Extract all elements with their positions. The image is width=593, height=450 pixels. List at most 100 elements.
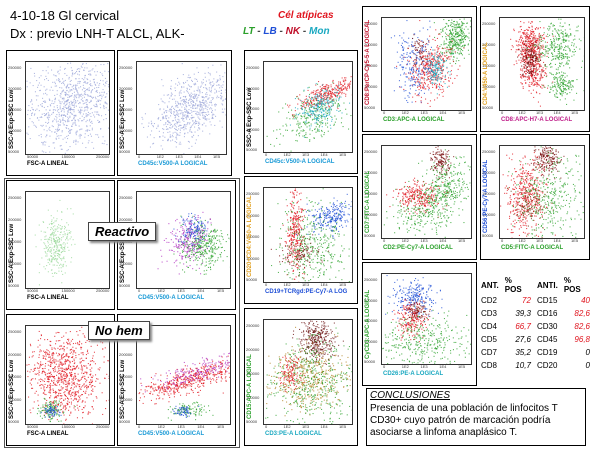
results-cell: 35,2 — [515, 348, 531, 357]
scatter-p8 — [269, 188, 352, 282]
scatter-p10 — [500, 146, 584, 238]
plot-panel-p4: 250000 200000 150000 100000 50000 0 1E2 1E3 1E4 1… — [362, 6, 477, 132]
plot-panel-p6: 250000 200000 150000 100000 50000 50000 150000… — [6, 180, 115, 310]
x-tick: 1E5 — [217, 424, 225, 429]
x-axis-label: CD45:V500-A LOGICAL — [138, 431, 205, 437]
x-tick: 1E3 — [177, 424, 185, 429]
y-tick: 200000 — [8, 351, 22, 357]
legend-title: Cél atípicas — [278, 10, 334, 21]
y-tick: 100000 — [246, 395, 260, 400]
x-tick: 0 — [265, 152, 268, 157]
plot-panel-p13: 2500002000001500001000005000001E21E31E41… — [117, 314, 236, 446]
scatter-p11 — [382, 275, 471, 364]
results-cell: CD20 — [536, 361, 558, 370]
y-tick: 150000 — [246, 371, 260, 376]
x-axis-label: CD45c:V500-A LOGICAL — [265, 159, 335, 165]
y-tick: 50000 — [482, 233, 494, 238]
plot-panel-p2: 250000 200000 150000 100000 50000 0 1E2 1E3 1E4 1… — [117, 50, 232, 176]
y-tick: 50000 — [8, 419, 20, 424]
x-tick: 0 — [383, 110, 386, 115]
x-tick: 0 — [501, 238, 504, 243]
y-tick: 250000 — [482, 149, 496, 154]
results-cell: CD3 — [481, 309, 498, 318]
y-tick: 100000 — [8, 261, 22, 266]
x-axis-label: FSC-A LINEAL — [27, 295, 69, 301]
y-tick: 150000 — [8, 239, 22, 244]
y-tick: 150000 — [119, 107, 133, 112]
y-tick: 250000 — [482, 21, 496, 26]
y-tick: 50000 — [364, 233, 376, 238]
scatter-p1 — [26, 62, 109, 154]
x-axis-label: FSC-A LINEAL — [27, 431, 69, 437]
results-cell: CD7 — [481, 348, 498, 357]
plot-area-p11 — [381, 273, 472, 365]
x-tick: 1E3 — [302, 152, 310, 157]
x-tick: 1E5 — [339, 282, 347, 287]
y-tick: 200000 — [482, 42, 496, 47]
results-table-frame — [478, 275, 586, 367]
x-tick: 1E3 — [177, 288, 185, 293]
legend-row: LT - LB - NK - Mon — [243, 26, 330, 37]
conclusions-line1: Presencia de una población de linfocitos… — [370, 403, 558, 414]
y-tick: 150000 — [482, 191, 496, 196]
x-tick: 150000 — [61, 154, 75, 159]
y-axis-label: CD4:V450-A LOGICAL — [483, 42, 489, 105]
y-tick: 250000 — [364, 277, 378, 282]
y-axis-label: CD15:APC-A LOGICAL — [247, 354, 253, 419]
x-tick: 1E3 — [420, 238, 428, 243]
y-tick: 250000 — [364, 149, 378, 154]
results-cell: CD19 — [536, 348, 558, 357]
y-axis-label: CD56:PE-Cy7-A LOGICAL — [483, 159, 489, 233]
plot-panel-p5: 250000 200000 150000 100000 50000 0 1E2 1E3 1E4 1… — [480, 6, 590, 132]
y-axis-label: SSC-A Exp-SSC Low — [9, 223, 15, 283]
x-axis-label: CD3:APC-A LOGICAL — [383, 117, 445, 123]
y-tick: 200000 — [246, 347, 260, 352]
x-tick: 1E5 — [213, 154, 221, 159]
y-tick: 150000 — [364, 318, 378, 323]
y-tick: 150000 — [364, 63, 378, 68]
results-table: ANT. % POS ANTI. % POS CD2 72 CD15 40 CD3 39,3 CD1… — [478, 276, 593, 372]
plot-panel-p11: 250000 200000 150000 100000 50000 0 1E2 1E3 1E4 1… — [362, 262, 477, 386]
x-axis-label: FSC-A LINEAL — [27, 161, 69, 167]
header-line1: 4-10-18 Gl cervical — [10, 8, 120, 23]
x-tick: 1E2 — [401, 238, 409, 243]
results-cell: 40 — [581, 296, 590, 305]
legend-dash-1: - — [257, 26, 261, 37]
x-tick: 1E5 — [571, 238, 579, 243]
y-tick: 150000 — [8, 374, 22, 379]
x-tick: 1E4 — [194, 154, 202, 159]
y-axis-label: SSC-A Exp-SSC Low — [9, 359, 15, 419]
y-axis-label: SSC-A Exp-SSC Low — [9, 89, 15, 149]
x-axis-label: CD8:APC-H7-A LOGICAL — [501, 117, 573, 123]
reactivo-tag: Reactivo — [88, 222, 157, 241]
y-axis-label: SSC-A Exp-SSC Low — [120, 89, 126, 149]
y-tick: 50000 — [8, 149, 20, 154]
results-cell: CD16 — [536, 309, 558, 318]
y-tick: 200000 — [119, 217, 133, 222]
results-cell: CD30 — [536, 322, 558, 331]
y-tick: 250000 — [119, 195, 133, 200]
scatter-p13 — [138, 352, 230, 421]
y-tick: 250000 — [364, 21, 378, 26]
y-tick: 50000 — [364, 105, 376, 110]
results-cell: 72 — [522, 296, 531, 305]
plot-panel-p7: 250000 200000 150000 100000 50000 0 1E2 1E3 1E4 1… — [117, 180, 236, 310]
x-tick: 1E3 — [175, 154, 183, 159]
y-tick: 250000 — [119, 65, 133, 70]
x-tick: 1E2 — [518, 110, 526, 115]
plot-panel-p1: 250000 200000 150000 100000 50000 50000 150000… — [6, 50, 115, 176]
plot-area-p9 — [381, 145, 472, 239]
plot-area-p13 — [136, 325, 231, 425]
plot-area-p8 — [263, 187, 353, 283]
x-tick: 1E2 — [518, 238, 526, 243]
x-tick: 1E3 — [536, 110, 544, 115]
y-tick: 100000 — [8, 396, 22, 402]
plot-area-p4 — [381, 17, 472, 111]
y-tick: 150000 — [119, 374, 133, 379]
results-cell: 27,6 — [515, 335, 531, 344]
y-tick: 100000 — [482, 84, 496, 89]
plot-area-p1 — [25, 61, 110, 155]
y-tick: 50000 — [119, 149, 131, 154]
plot-area-p14 — [263, 319, 353, 425]
y-tick: 50000 — [246, 419, 258, 424]
